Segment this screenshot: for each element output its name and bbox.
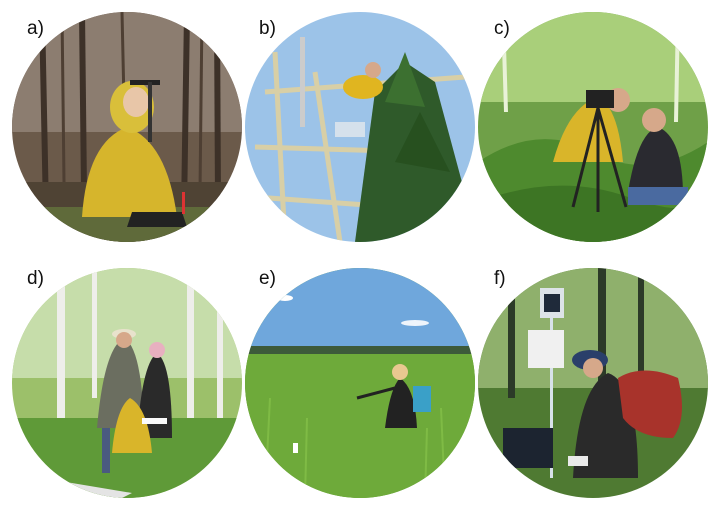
photo-c-scene	[478, 12, 708, 242]
photo-f-scene	[478, 268, 708, 498]
panel-label-a: a)	[27, 18, 44, 39]
photo-a	[12, 12, 242, 242]
photo-d	[12, 268, 242, 498]
photo-b	[245, 12, 475, 242]
panel-label-e: e)	[259, 268, 276, 289]
photo-a-scene	[12, 12, 242, 242]
panel-label-f: f)	[494, 268, 506, 289]
panel-label-b: b)	[259, 18, 276, 39]
photo-c	[478, 12, 708, 242]
photo-f	[478, 268, 708, 498]
photo-d-scene	[12, 268, 242, 498]
panel-label-c: c)	[494, 18, 510, 39]
photo-b-scene	[245, 12, 475, 242]
panel-label-d: d)	[27, 268, 44, 289]
photo-e-scene	[245, 268, 475, 498]
photo-e	[245, 268, 475, 498]
